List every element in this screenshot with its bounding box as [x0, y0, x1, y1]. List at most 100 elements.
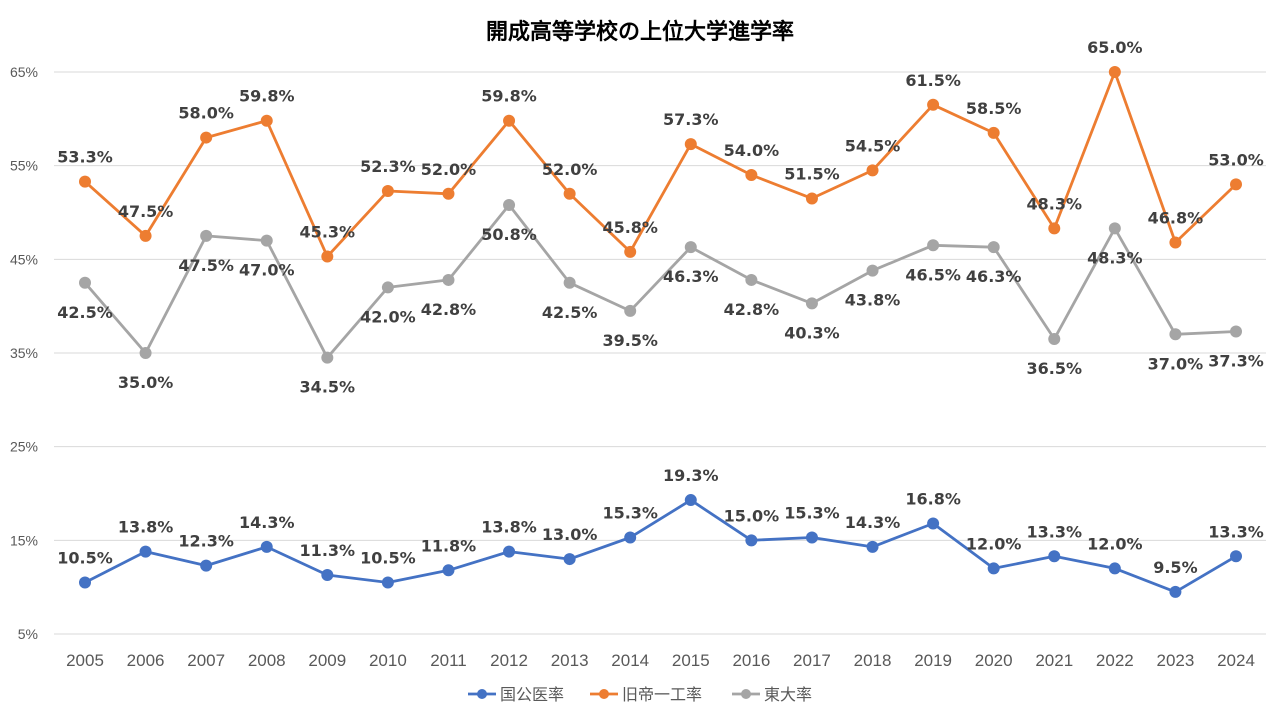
data-point — [684, 138, 697, 151]
x-tick-label: 2005 — [66, 651, 104, 670]
data-label: 46.3% — [966, 267, 1022, 286]
data-label: 45.3% — [300, 223, 356, 242]
x-tick-label: 2013 — [551, 651, 589, 670]
x-tick-label: 2020 — [975, 651, 1013, 670]
series-line — [83, 203, 1237, 360]
data-point — [805, 531, 818, 544]
data-point — [139, 347, 152, 359]
legend-label: 東大率 — [764, 685, 812, 704]
x-tick-label: 2019 — [914, 651, 952, 670]
data-point — [321, 250, 334, 263]
data-label: 42.8% — [724, 300, 780, 319]
data-point — [745, 534, 758, 547]
data-label: 15.0% — [724, 506, 780, 525]
y-tick-label: 55% — [10, 158, 38, 174]
x-tick-label: 2021 — [1035, 651, 1073, 670]
data-label: 51.5% — [784, 164, 840, 183]
data-label: 10.5% — [57, 548, 113, 567]
data-point — [624, 304, 637, 317]
data-point — [79, 175, 91, 188]
data-point — [381, 281, 394, 294]
data-point — [200, 229, 213, 242]
data-point — [1108, 66, 1121, 78]
data-point — [503, 199, 516, 212]
data-label: 13.3% — [1208, 522, 1264, 541]
data-label: 58.0% — [178, 104, 234, 123]
data-label: 47.5% — [178, 256, 234, 275]
data-point — [745, 169, 758, 182]
data-point — [1230, 325, 1242, 338]
data-point — [1169, 236, 1182, 249]
data-label: 54.5% — [845, 136, 901, 155]
data-point — [260, 114, 273, 127]
x-tick-label: 2012 — [490, 651, 528, 670]
series-line — [84, 498, 1237, 594]
data-label: 47.5% — [118, 202, 174, 221]
data-label: 42.8% — [421, 300, 477, 319]
data-point — [927, 239, 940, 252]
data-label: 34.5% — [300, 378, 356, 397]
data-label: 40.3% — [784, 323, 840, 342]
x-tick-label: 2006 — [127, 651, 165, 670]
data-label: 12.0% — [1087, 534, 1143, 553]
data-point — [563, 553, 576, 566]
x-tick-label: 2022 — [1096, 651, 1134, 670]
data-label: 12.3% — [178, 532, 234, 551]
data-label: 59.8% — [481, 87, 537, 106]
data-point — [866, 164, 879, 177]
data-label: 48.3% — [1087, 248, 1143, 267]
data-label: 53.3% — [57, 148, 113, 167]
data-label: 14.3% — [239, 513, 295, 532]
x-tick-label: 2010 — [369, 651, 407, 670]
chart-title: 開成高等学校の上位大学進学率 — [485, 20, 794, 45]
data-point — [442, 564, 455, 577]
legend-marker — [477, 689, 487, 699]
x-tick-label: 2008 — [248, 651, 286, 670]
legend-marker — [741, 689, 751, 699]
data-label: 36.5% — [1027, 359, 1083, 378]
data-point — [1108, 222, 1121, 235]
data-label: 65.0% — [1087, 38, 1143, 57]
data-label: 13.3% — [1027, 522, 1083, 541]
data-label: 9.5% — [1153, 558, 1197, 577]
data-point — [79, 576, 91, 589]
data-point — [1048, 332, 1061, 345]
legend-marker — [599, 689, 609, 699]
data-label: 13.8% — [481, 518, 537, 537]
data-label: 16.8% — [905, 489, 961, 508]
data-label: 59.8% — [239, 87, 295, 106]
data-point — [684, 241, 697, 254]
data-label: 10.5% — [360, 548, 416, 567]
data-point — [684, 494, 697, 507]
data-point — [927, 98, 940, 111]
data-point — [503, 545, 516, 558]
data-point — [987, 562, 1000, 575]
data-label: 35.0% — [118, 373, 174, 392]
x-tick-label: 2023 — [1157, 651, 1195, 670]
data-label: 48.3% — [1027, 194, 1083, 213]
x-tick-label: 2024 — [1217, 651, 1255, 670]
data-point — [1048, 222, 1061, 235]
x-tick-label: 2017 — [793, 651, 831, 670]
data-point — [1169, 328, 1182, 341]
data-label: 46.5% — [905, 265, 961, 284]
data-point — [200, 131, 213, 144]
data-point — [805, 297, 818, 310]
data-label: 52.0% — [542, 160, 598, 179]
data-label: 42.5% — [57, 303, 113, 322]
data-label: 47.0% — [239, 261, 295, 280]
data-label: 11.3% — [300, 541, 356, 560]
data-label: 19.3% — [663, 466, 719, 485]
data-label: 15.3% — [784, 504, 840, 523]
data-label: 43.8% — [845, 291, 901, 310]
data-point — [1230, 178, 1242, 191]
data-point — [987, 241, 1000, 254]
x-tick-label: 2009 — [308, 651, 346, 670]
y-tick-label: 25% — [10, 439, 38, 455]
data-label: 46.3% — [663, 267, 719, 286]
data-label: 42.0% — [360, 307, 416, 326]
y-tick-label: 45% — [10, 251, 38, 267]
data-point — [987, 126, 1000, 139]
